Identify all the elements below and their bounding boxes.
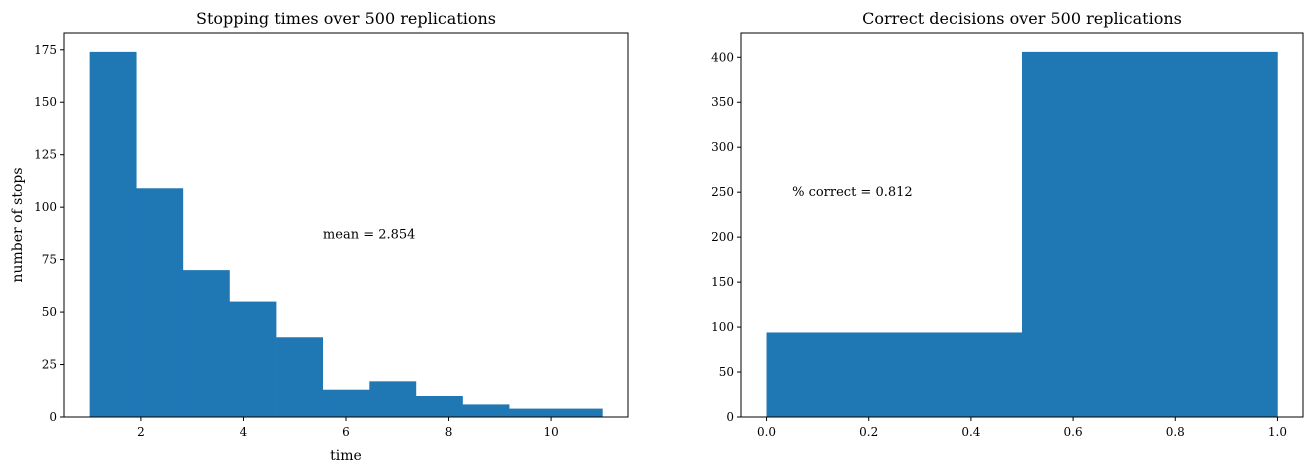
x-tick-label: 0.2: [859, 425, 878, 439]
y-tick-label: 400: [711, 50, 734, 64]
histogram-bar: [509, 408, 557, 417]
x-tick-label: 0.0: [757, 425, 776, 439]
y-tick-label: 300: [711, 140, 734, 154]
y-tick-label: 100: [711, 320, 734, 334]
x-tick-label: 2: [137, 425, 145, 439]
y-tick-label: 0: [726, 410, 734, 424]
y-tick-label: 50: [42, 305, 57, 319]
chart-title: Correct decisions over 500 replications: [862, 9, 1182, 28]
histogram-bar: [322, 389, 370, 417]
histogram-bar: [415, 396, 463, 417]
stopping-times-chart: Stopping times over 500 replications 2 4 6…: [10, 9, 629, 464]
x-tick-label: 4: [240, 425, 248, 439]
y-tick-label: 150: [34, 95, 57, 109]
x-tick-label: 8: [445, 425, 453, 439]
histogram-bar: [766, 332, 1023, 417]
y-axis-label: number of stops: [10, 167, 26, 282]
histogram-bar: [1022, 51, 1278, 417]
x-tick-label: 10: [543, 425, 558, 439]
histogram-bar: [276, 337, 323, 417]
x-tick-label: 6: [342, 425, 350, 439]
histogram-bar: [182, 270, 230, 417]
correct-decisions-chart: Correct decisions over 500 replications …: [711, 9, 1304, 439]
x-tick-label: 0.6: [1064, 425, 1083, 439]
y-tick-label: 100: [34, 200, 57, 214]
y-tick-label: 250: [711, 185, 734, 199]
mean-annotation: mean = 2.854: [323, 227, 416, 242]
y-tick-label: 0: [49, 410, 57, 424]
plot-frame: [740, 32, 1304, 418]
x-tick-label: 0.8: [1166, 425, 1185, 439]
histogram-bar: [89, 51, 137, 417]
x-tick-label: 1.0: [1268, 425, 1287, 439]
chart-title: Stopping times over 500 replications: [196, 9, 496, 28]
x-axis-ticks: 2 4 6 8 10: [137, 417, 559, 439]
x-axis-ticks: 0.0 0.2 0.4 0.6 0.8 1.0: [757, 417, 1287, 439]
y-axis-ticks: 0 50 100 150 200 250 300 350 400: [711, 50, 741, 424]
histogram-bar: [555, 408, 603, 417]
bars-group: [89, 51, 603, 417]
histogram-bar: [136, 188, 184, 417]
y-tick-label: 25: [42, 358, 57, 372]
histogram-bar: [369, 381, 417, 417]
percent-correct-annotation: % correct = 0.812: [792, 185, 913, 200]
y-tick-label: 150: [711, 275, 734, 289]
x-axis-label: time: [330, 448, 362, 464]
histogram-bar: [462, 404, 510, 417]
y-tick-label: 200: [711, 230, 734, 244]
y-tick-label: 175: [34, 43, 57, 57]
y-tick-label: 50: [719, 365, 734, 379]
y-tick-label: 75: [42, 253, 57, 267]
bars-group: [766, 51, 1278, 417]
histogram-bar: [229, 301, 277, 417]
y-tick-label: 125: [34, 148, 57, 162]
y-axis-ticks: 0 25 50 75 100 125 150 175: [34, 43, 64, 424]
y-tick-label: 350: [711, 95, 734, 109]
x-tick-label: 0.4: [961, 425, 980, 439]
